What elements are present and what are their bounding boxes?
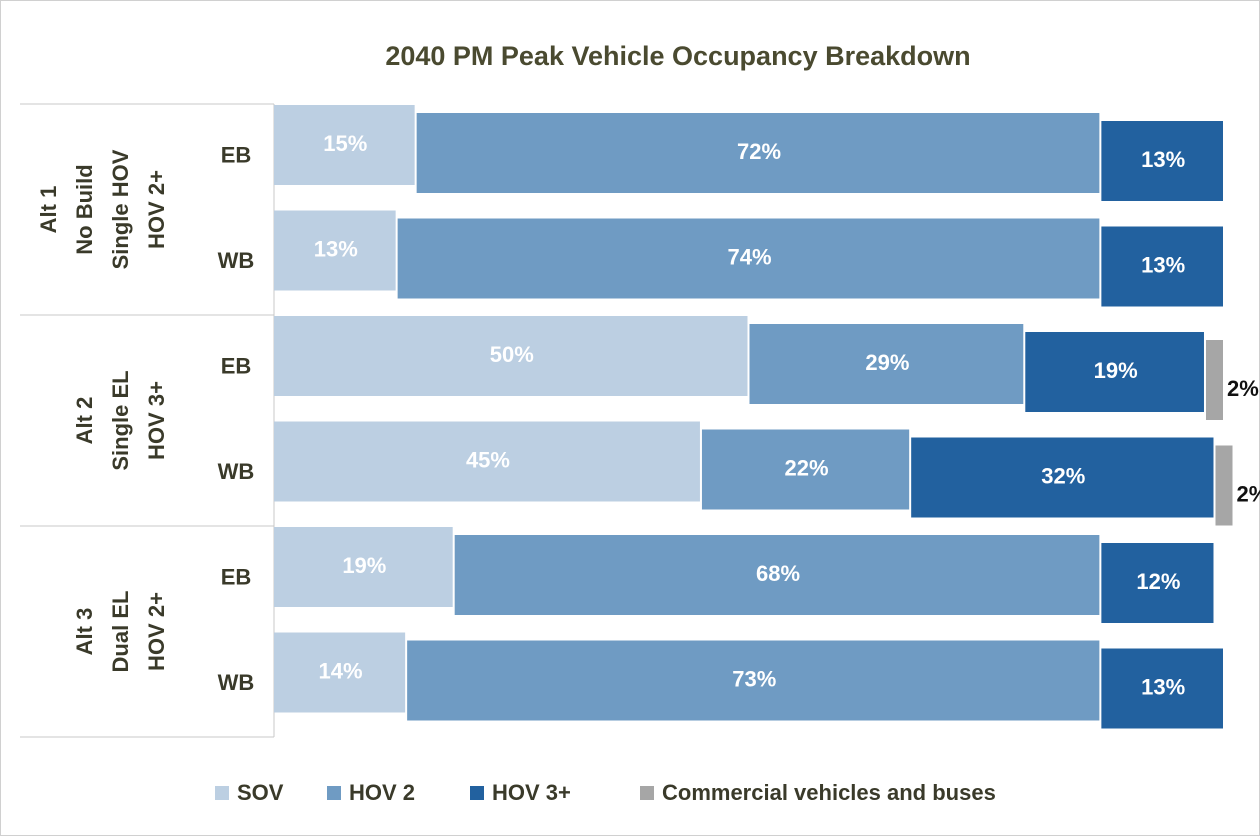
category-label: EB bbox=[221, 565, 252, 590]
category-label: EB bbox=[221, 354, 252, 379]
bar-segment bbox=[1101, 121, 1223, 201]
bar-segment bbox=[274, 210, 396, 291]
bar-segment bbox=[1025, 332, 1204, 412]
group-label: Alt 1 bbox=[36, 186, 61, 234]
value-label: 13% bbox=[1141, 674, 1185, 699]
bar-segment bbox=[274, 527, 453, 607]
chart-title: 2040 PM Peak Vehicle Occupancy Breakdown bbox=[385, 41, 970, 71]
value-label: 2% bbox=[1237, 481, 1260, 506]
bar-segment bbox=[1101, 543, 1214, 623]
category-label: WB bbox=[218, 670, 255, 695]
bar-segment bbox=[1101, 226, 1223, 307]
bar-segment bbox=[274, 421, 700, 502]
value-label: 74% bbox=[727, 244, 771, 269]
legend-swatch bbox=[640, 786, 654, 800]
bar-segment bbox=[701, 429, 910, 510]
bar-segment bbox=[749, 324, 1024, 404]
bar-segment bbox=[274, 316, 748, 396]
group-label: Alt 2 bbox=[72, 397, 97, 445]
legend-swatch bbox=[470, 786, 484, 800]
legend-label: HOV 3+ bbox=[492, 780, 571, 805]
legend-label: SOV bbox=[237, 780, 284, 805]
category-label: WB bbox=[218, 248, 255, 273]
bar-segment bbox=[1205, 340, 1223, 420]
group-label: Dual EL bbox=[108, 591, 133, 673]
group-label: HOV 3+ bbox=[144, 381, 169, 460]
group-label: HOV 2+ bbox=[144, 170, 169, 249]
category-label: WB bbox=[218, 459, 255, 484]
value-label: 68% bbox=[756, 561, 800, 586]
value-label: 19% bbox=[342, 553, 386, 578]
value-label: 73% bbox=[732, 666, 776, 691]
bar-segment bbox=[397, 218, 1100, 299]
value-label: 29% bbox=[865, 350, 909, 375]
bar-segment bbox=[911, 437, 1214, 518]
bar-segment bbox=[454, 535, 1100, 615]
bar-segment bbox=[407, 640, 1100, 721]
legend-label: Commercial vehicles and buses bbox=[662, 780, 996, 805]
value-label: 45% bbox=[466, 447, 510, 472]
legend-label: HOV 2 bbox=[349, 780, 415, 805]
bar-segment bbox=[274, 105, 415, 185]
value-label: 14% bbox=[319, 658, 363, 683]
category-label: EB bbox=[221, 143, 252, 168]
value-label: 50% bbox=[490, 342, 534, 367]
group-label: HOV 2+ bbox=[144, 592, 169, 671]
bar-segment bbox=[1215, 445, 1233, 526]
value-label: 22% bbox=[785, 455, 829, 480]
value-label: 13% bbox=[314, 236, 358, 261]
group-label: Single HOV bbox=[108, 149, 133, 269]
value-label: 72% bbox=[737, 139, 781, 164]
value-label: 15% bbox=[323, 131, 367, 156]
bar-segment bbox=[274, 632, 406, 713]
group-label: Single EL bbox=[108, 370, 133, 470]
legend-swatch bbox=[327, 786, 341, 800]
value-label: 19% bbox=[1094, 358, 1138, 383]
value-label: 12% bbox=[1136, 569, 1180, 594]
legend-swatch bbox=[215, 786, 229, 800]
value-label: 32% bbox=[1041, 463, 1085, 488]
value-label: 13% bbox=[1141, 147, 1185, 172]
bar-segment bbox=[416, 113, 1100, 193]
value-label: 2% bbox=[1227, 376, 1259, 401]
group-label: No Build bbox=[72, 164, 97, 254]
bar-segment bbox=[1101, 648, 1223, 729]
value-label: 13% bbox=[1141, 252, 1185, 277]
group-label: Alt 3 bbox=[72, 608, 97, 656]
